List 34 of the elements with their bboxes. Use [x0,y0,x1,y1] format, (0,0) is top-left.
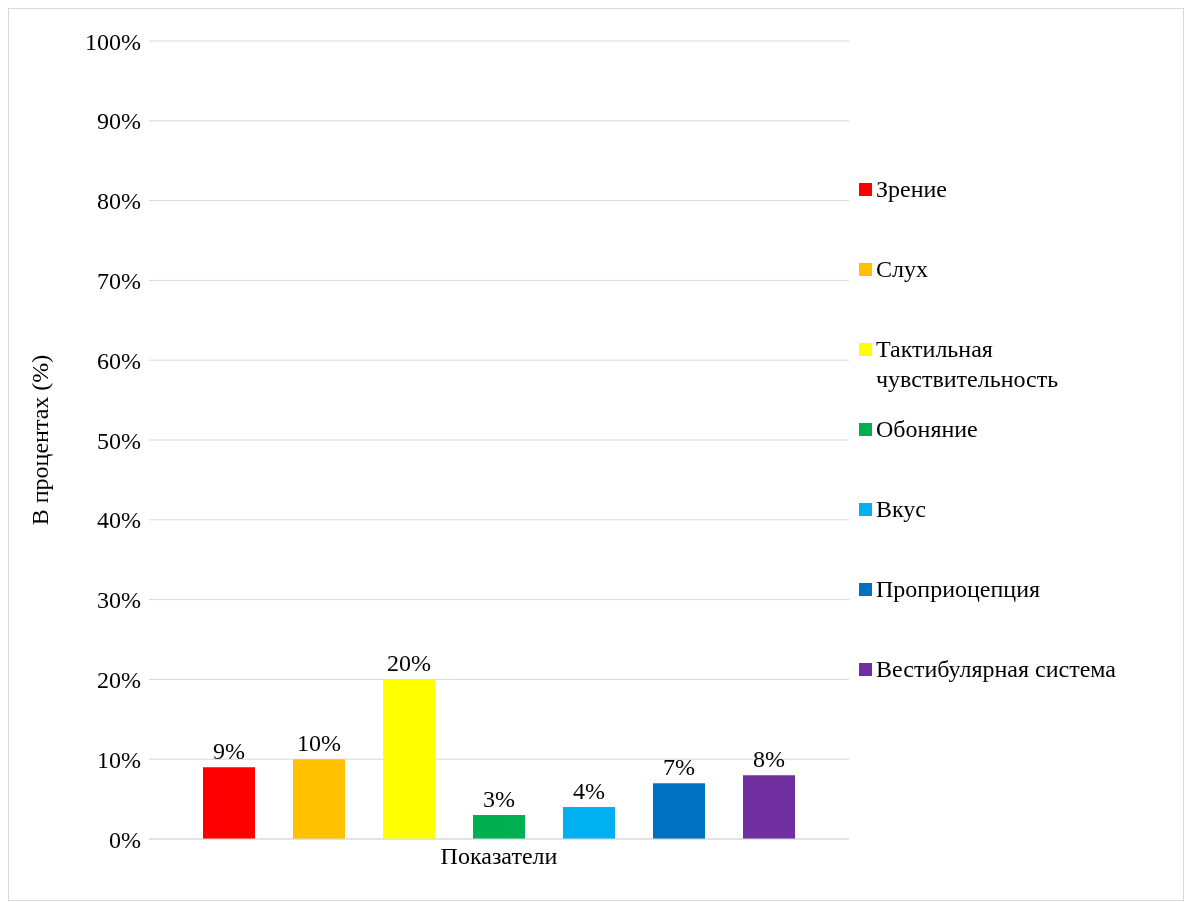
legend-label: Вкус [876,495,927,524]
y-tick-label: 90% [97,108,141,135]
legend-label: Тактильная чувствительность [876,335,1060,394]
bar [383,679,435,839]
bar [653,783,705,839]
data-label: 8% [753,746,785,773]
legend-label: Проприоцепция [876,575,1042,604]
y-tick-label: 70% [97,267,141,294]
data-label: 4% [573,778,605,805]
data-label: 7% [663,754,695,781]
bar [473,815,525,839]
legend-label: Слух [876,255,929,284]
y-tick-label: 100% [85,28,141,55]
legend-label: Зрение [876,175,948,204]
y-tick-label: 60% [97,347,141,374]
legend-label: Обоняние [876,415,979,444]
data-label: 20% [387,650,431,677]
y-axis-title: В процентах (%) [26,354,53,526]
data-label: 3% [483,786,515,813]
bar [293,759,345,839]
legend-label: Вестибулярная система [876,655,1117,684]
x-tick-label: Показатели [440,843,558,870]
y-tick-label: 30% [97,587,141,614]
bar [743,775,795,839]
y-tick-label: 50% [97,427,141,454]
bar [203,767,255,839]
data-label: 10% [297,730,341,757]
data-label: 9% [213,738,245,765]
y-tick-label: 40% [97,507,141,534]
y-tick-label: 10% [97,746,141,773]
bar [563,807,615,839]
y-tick-label: 80% [97,188,141,215]
y-tick-label: 20% [97,666,141,693]
y-tick-label: 0% [109,826,141,853]
